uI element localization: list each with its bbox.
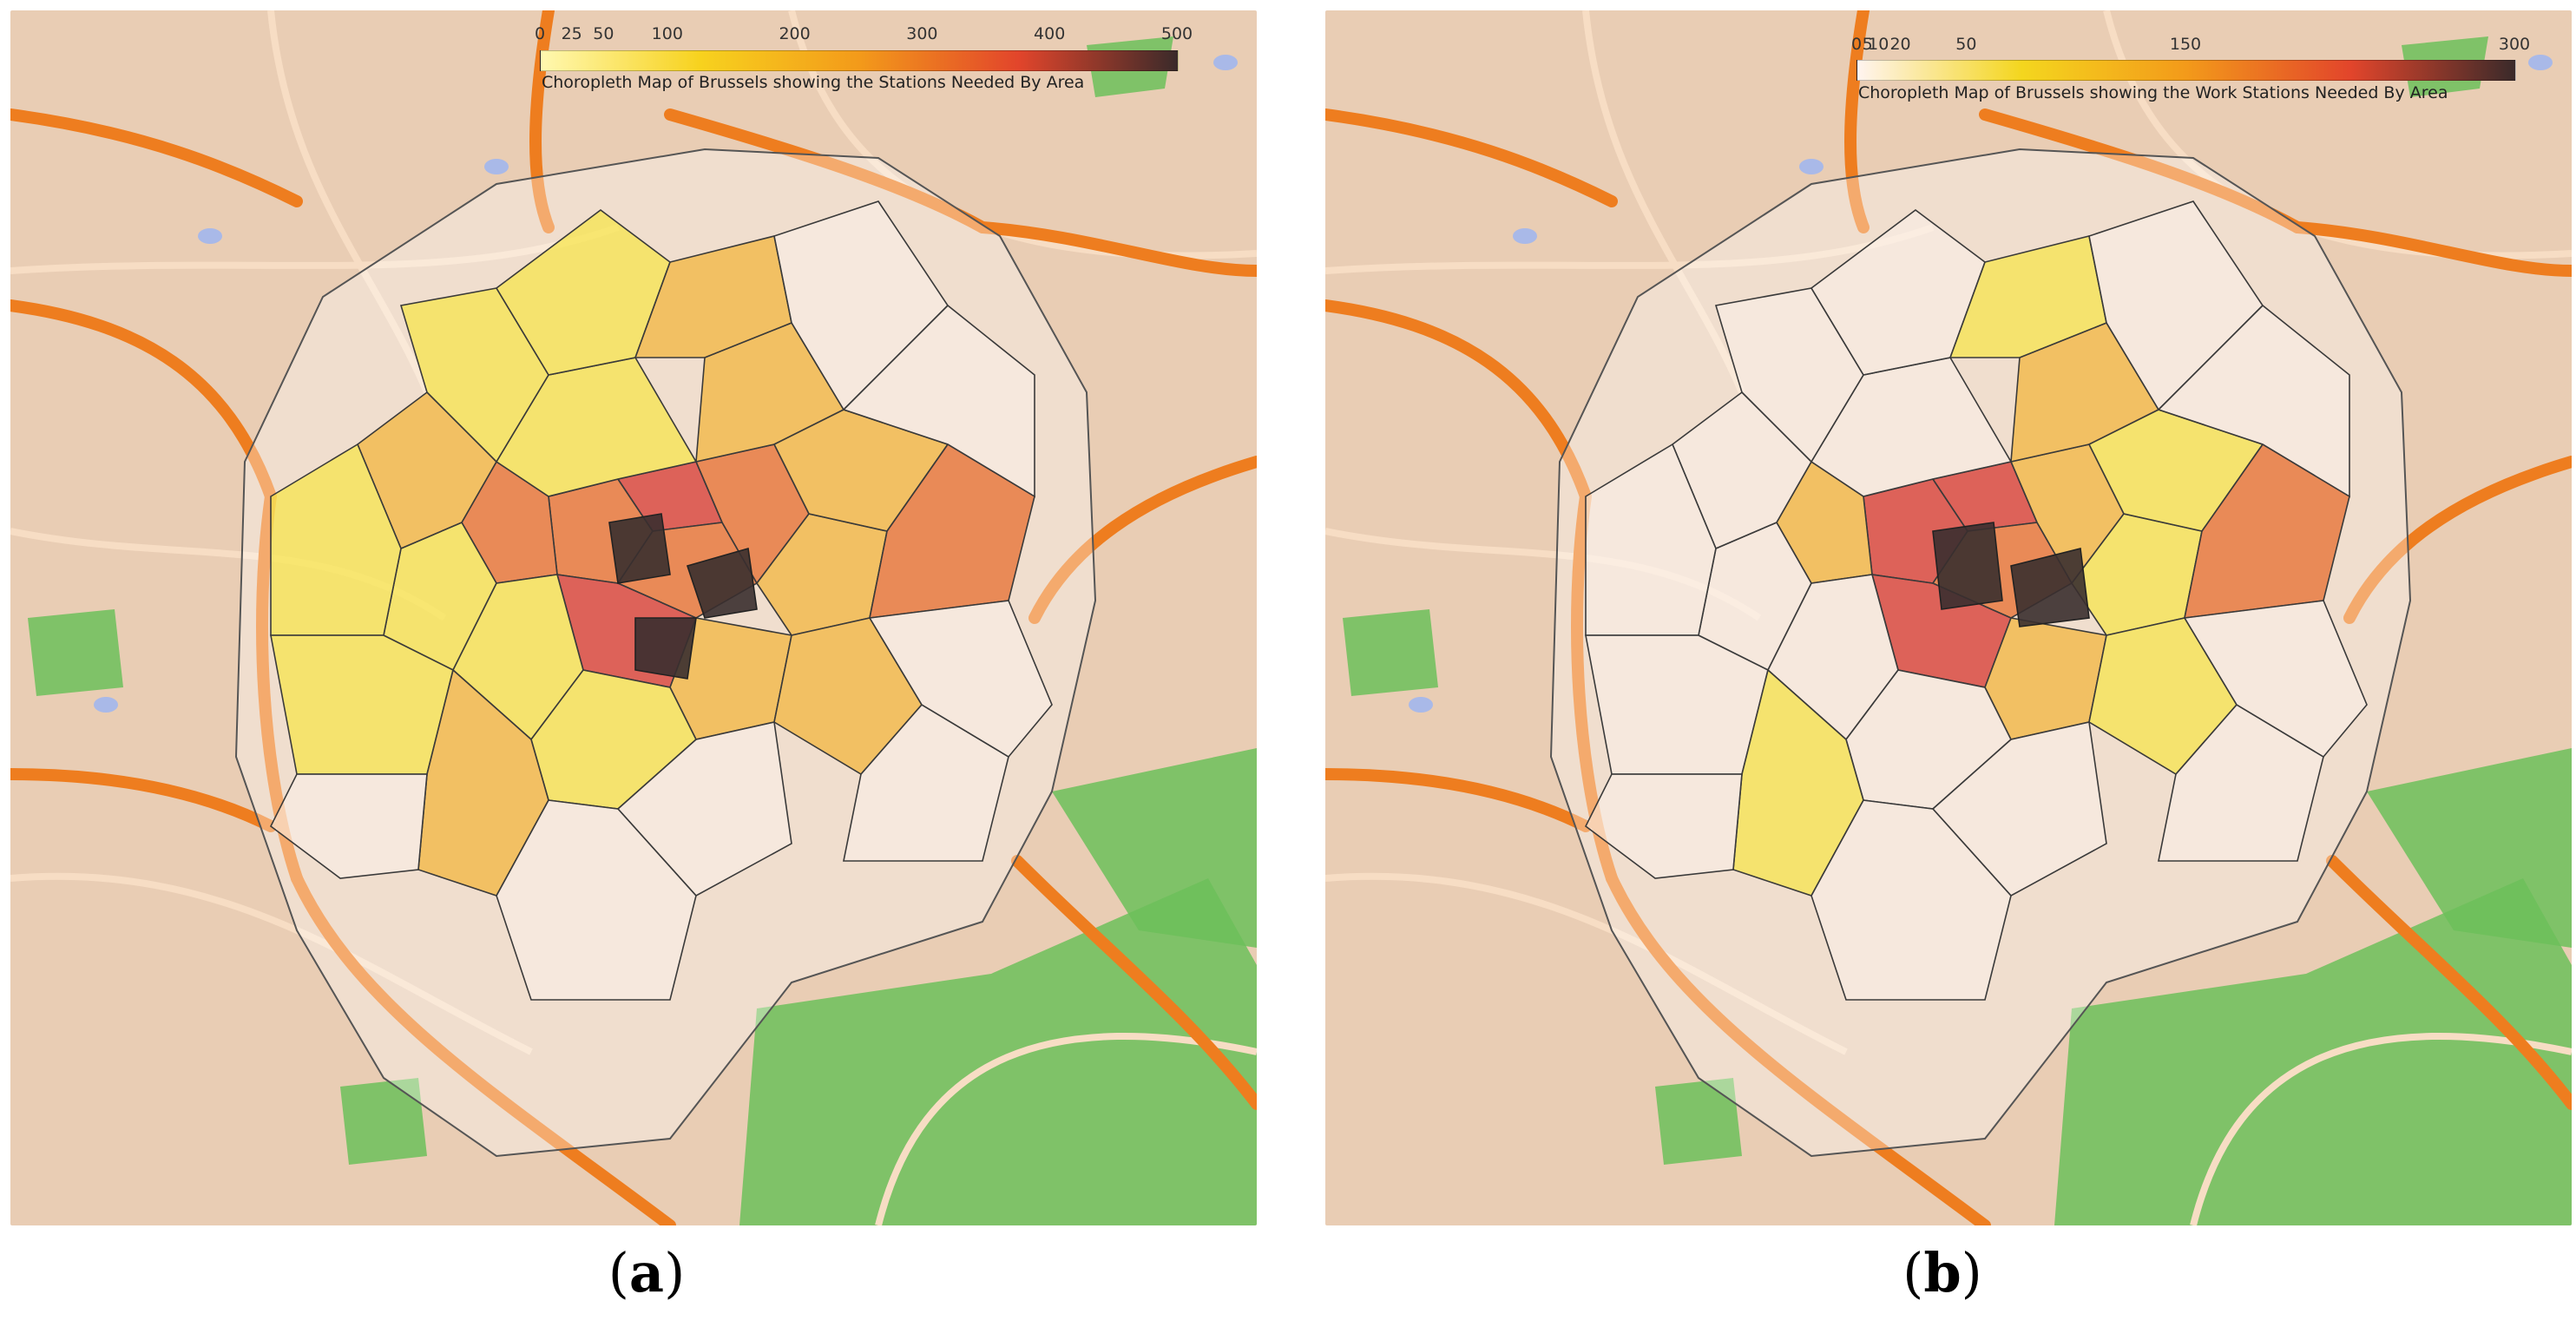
water-body (1409, 697, 1433, 713)
district-polygon[interactable] (2183, 600, 2368, 759)
district-polygon[interactable] (686, 547, 758, 619)
park-area (1655, 1078, 1742, 1165)
map-canvas-b[interactable] (1325, 10, 2572, 1225)
minor-road (267, 10, 430, 394)
park-area (2402, 36, 2488, 97)
minor-road (875, 1032, 1257, 1225)
district-polygon[interactable] (495, 209, 671, 376)
district-polygon[interactable] (868, 600, 1053, 759)
map-panel-b[interactable]: 0 5 10 20 50 150 300 Choropleth Map of Brussel… (1325, 10, 2572, 1225)
minor-road (1325, 872, 1848, 1055)
map-canvas-a[interactable] (10, 10, 1257, 1225)
major-road (664, 108, 989, 233)
district-polygon[interactable] (2158, 703, 2324, 862)
major-road (1325, 299, 1592, 503)
major-road (1325, 108, 1618, 207)
water-body (1799, 159, 1824, 174)
district-polygon[interactable] (608, 513, 671, 584)
major-road (291, 872, 676, 1225)
district-polygon[interactable] (1932, 522, 2003, 610)
park-area (2367, 748, 2572, 948)
district-polygon[interactable] (270, 634, 454, 775)
district-polygon[interactable] (1585, 443, 1717, 636)
map-panel-a[interactable]: 0 25 50 100 200 300 400 500 Choropleth Map of B… (10, 10, 1257, 1225)
district-polygon[interactable] (270, 443, 402, 636)
park-area (1087, 36, 1173, 97)
major-road (1028, 456, 1257, 624)
district-polygon[interactable] (634, 617, 697, 680)
minor-road (1325, 224, 1935, 274)
minor-road (10, 872, 533, 1055)
major-road (10, 108, 303, 207)
water-body (484, 159, 509, 174)
major-road (1606, 872, 1991, 1225)
major-road (976, 221, 1257, 277)
caption-b: (b) (1902, 1241, 1982, 1304)
district-polygon[interactable] (1810, 799, 2012, 1001)
park-area (1343, 609, 1438, 696)
district-polygon[interactable] (2010, 548, 2090, 627)
district-polygon[interactable] (843, 703, 1009, 862)
major-road (2291, 221, 2572, 277)
major-road (10, 768, 277, 832)
district-polygon[interactable] (2157, 304, 2350, 498)
district-polygon[interactable] (1584, 773, 1743, 879)
water-body (1513, 228, 1537, 244)
park-area (28, 609, 123, 696)
park-area (340, 1078, 427, 1165)
major-road (2326, 855, 2572, 1110)
major-road (1979, 108, 2303, 233)
district-polygon[interactable] (1585, 634, 1769, 775)
major-road (1325, 768, 1592, 832)
water-body (2528, 55, 2553, 70)
major-road (1844, 10, 1870, 233)
district-polygon[interactable] (496, 799, 697, 1001)
water-body (198, 228, 222, 244)
minor-road (10, 224, 620, 274)
district-polygon[interactable] (269, 773, 428, 879)
park-area (1052, 748, 1257, 948)
water-body (1213, 55, 1238, 70)
district-polygon[interactable] (842, 304, 1035, 498)
major-road (10, 299, 277, 503)
district-polygon[interactable] (1810, 209, 1986, 376)
minor-road (1582, 10, 1745, 394)
water-body (94, 697, 118, 713)
major-road (529, 10, 555, 233)
minor-road (2190, 1032, 2572, 1225)
district-polygon[interactable] (868, 443, 1035, 619)
caption-a: (a) (608, 1241, 686, 1304)
district-polygon[interactable] (773, 200, 950, 411)
major-road (2343, 456, 2572, 624)
district-polygon[interactable] (2088, 200, 2264, 411)
district-polygon[interactable] (2183, 443, 2350, 619)
major-road (1011, 855, 1257, 1110)
